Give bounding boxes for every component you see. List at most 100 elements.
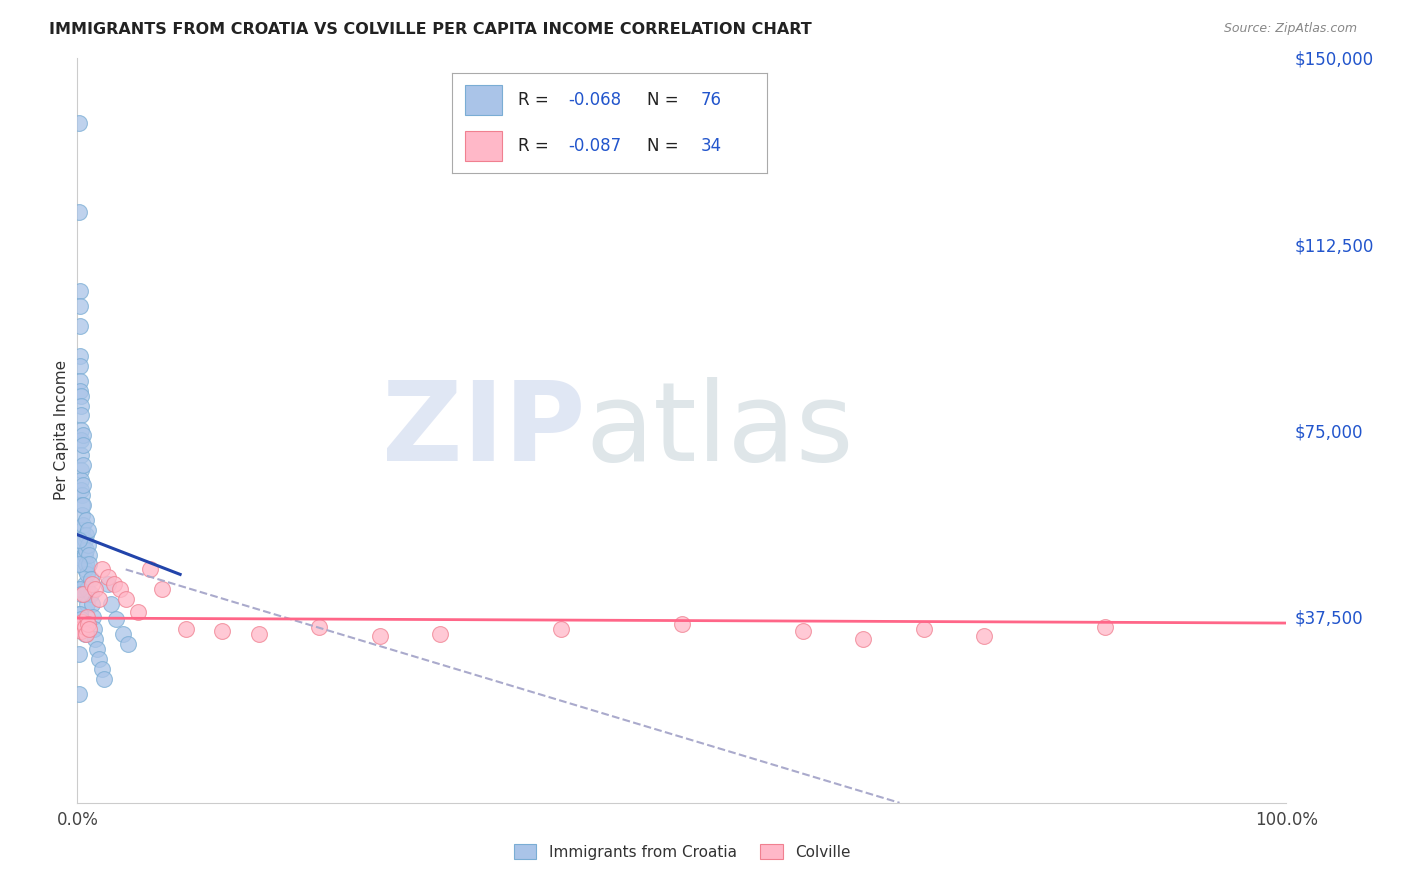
Point bbox=[73, 562, 96, 576]
Point bbox=[87, 652, 110, 666]
Point bbox=[73, 548, 96, 562]
Point bbox=[100, 597, 122, 611]
Point bbox=[90, 562, 112, 576]
Point bbox=[70, 615, 93, 629]
Point bbox=[70, 473, 93, 487]
Point bbox=[67, 582, 90, 597]
Point bbox=[67, 687, 90, 701]
Point bbox=[96, 570, 118, 584]
Point bbox=[67, 617, 90, 632]
Point bbox=[77, 617, 100, 632]
Point bbox=[76, 597, 98, 611]
Point bbox=[67, 115, 90, 129]
Point bbox=[70, 624, 93, 639]
Point bbox=[69, 349, 91, 363]
Point bbox=[75, 513, 97, 527]
Point bbox=[72, 587, 94, 601]
Point bbox=[86, 641, 108, 656]
Point bbox=[72, 458, 94, 472]
Point bbox=[69, 319, 91, 334]
Point bbox=[368, 630, 391, 644]
Point bbox=[70, 448, 93, 462]
Point bbox=[70, 488, 93, 502]
Legend: Immigrants from Croatia, Colville: Immigrants from Croatia, Colville bbox=[508, 838, 856, 866]
Point bbox=[87, 592, 110, 607]
Point bbox=[75, 558, 97, 572]
Point bbox=[70, 523, 93, 537]
Point bbox=[77, 523, 100, 537]
Point bbox=[67, 622, 90, 636]
Point bbox=[70, 498, 93, 512]
Point bbox=[96, 577, 118, 591]
Point bbox=[67, 533, 90, 547]
Point bbox=[79, 558, 101, 572]
Point bbox=[70, 434, 93, 448]
Point bbox=[70, 587, 93, 601]
Point bbox=[973, 630, 995, 644]
Point bbox=[72, 428, 94, 442]
Point bbox=[84, 582, 107, 597]
Point bbox=[70, 389, 93, 403]
Point bbox=[70, 552, 93, 566]
Point bbox=[105, 612, 128, 626]
Point bbox=[79, 548, 101, 562]
Point bbox=[79, 622, 101, 636]
Point bbox=[75, 627, 97, 641]
Point bbox=[550, 622, 572, 636]
Point bbox=[70, 463, 93, 477]
Point bbox=[69, 384, 91, 398]
Point bbox=[103, 577, 125, 591]
Point bbox=[72, 478, 94, 492]
Point bbox=[72, 498, 94, 512]
Point bbox=[69, 607, 91, 621]
Point bbox=[79, 587, 101, 601]
Point bbox=[70, 508, 93, 522]
Point bbox=[90, 662, 112, 676]
Point bbox=[117, 637, 139, 651]
Point bbox=[792, 624, 814, 639]
Point bbox=[80, 597, 103, 611]
Point bbox=[308, 619, 330, 633]
Point bbox=[429, 627, 451, 641]
Point bbox=[912, 622, 935, 636]
Point bbox=[70, 538, 93, 552]
Point bbox=[70, 423, 93, 437]
Point bbox=[70, 483, 93, 497]
Point bbox=[69, 299, 91, 313]
Point bbox=[75, 527, 97, 541]
Point bbox=[72, 622, 94, 636]
Text: atlas: atlas bbox=[585, 377, 853, 483]
Point bbox=[67, 607, 90, 621]
Point bbox=[69, 285, 91, 299]
Point bbox=[67, 548, 90, 562]
Point bbox=[70, 409, 93, 423]
Point bbox=[73, 577, 96, 591]
Point bbox=[79, 573, 101, 587]
Point bbox=[69, 582, 91, 597]
Point bbox=[67, 558, 90, 572]
Point bbox=[67, 647, 90, 661]
Point bbox=[84, 632, 107, 646]
Text: ZIP: ZIP bbox=[382, 377, 585, 483]
Point bbox=[69, 374, 91, 388]
Point bbox=[671, 617, 693, 632]
Point bbox=[127, 605, 149, 619]
Point bbox=[70, 612, 93, 626]
Point bbox=[80, 577, 103, 591]
Point bbox=[1094, 619, 1116, 633]
Point bbox=[69, 359, 91, 373]
Point bbox=[76, 609, 98, 624]
Point bbox=[73, 627, 96, 641]
Point bbox=[108, 582, 131, 597]
Point bbox=[247, 627, 270, 641]
Point bbox=[139, 562, 162, 576]
Point bbox=[76, 582, 98, 597]
Point bbox=[72, 438, 94, 452]
Point bbox=[114, 592, 136, 607]
Point bbox=[75, 542, 97, 557]
Point bbox=[73, 619, 96, 633]
Point bbox=[70, 617, 93, 632]
Point bbox=[76, 567, 98, 582]
Point bbox=[93, 672, 115, 686]
Text: Source: ZipAtlas.com: Source: ZipAtlas.com bbox=[1223, 22, 1357, 36]
